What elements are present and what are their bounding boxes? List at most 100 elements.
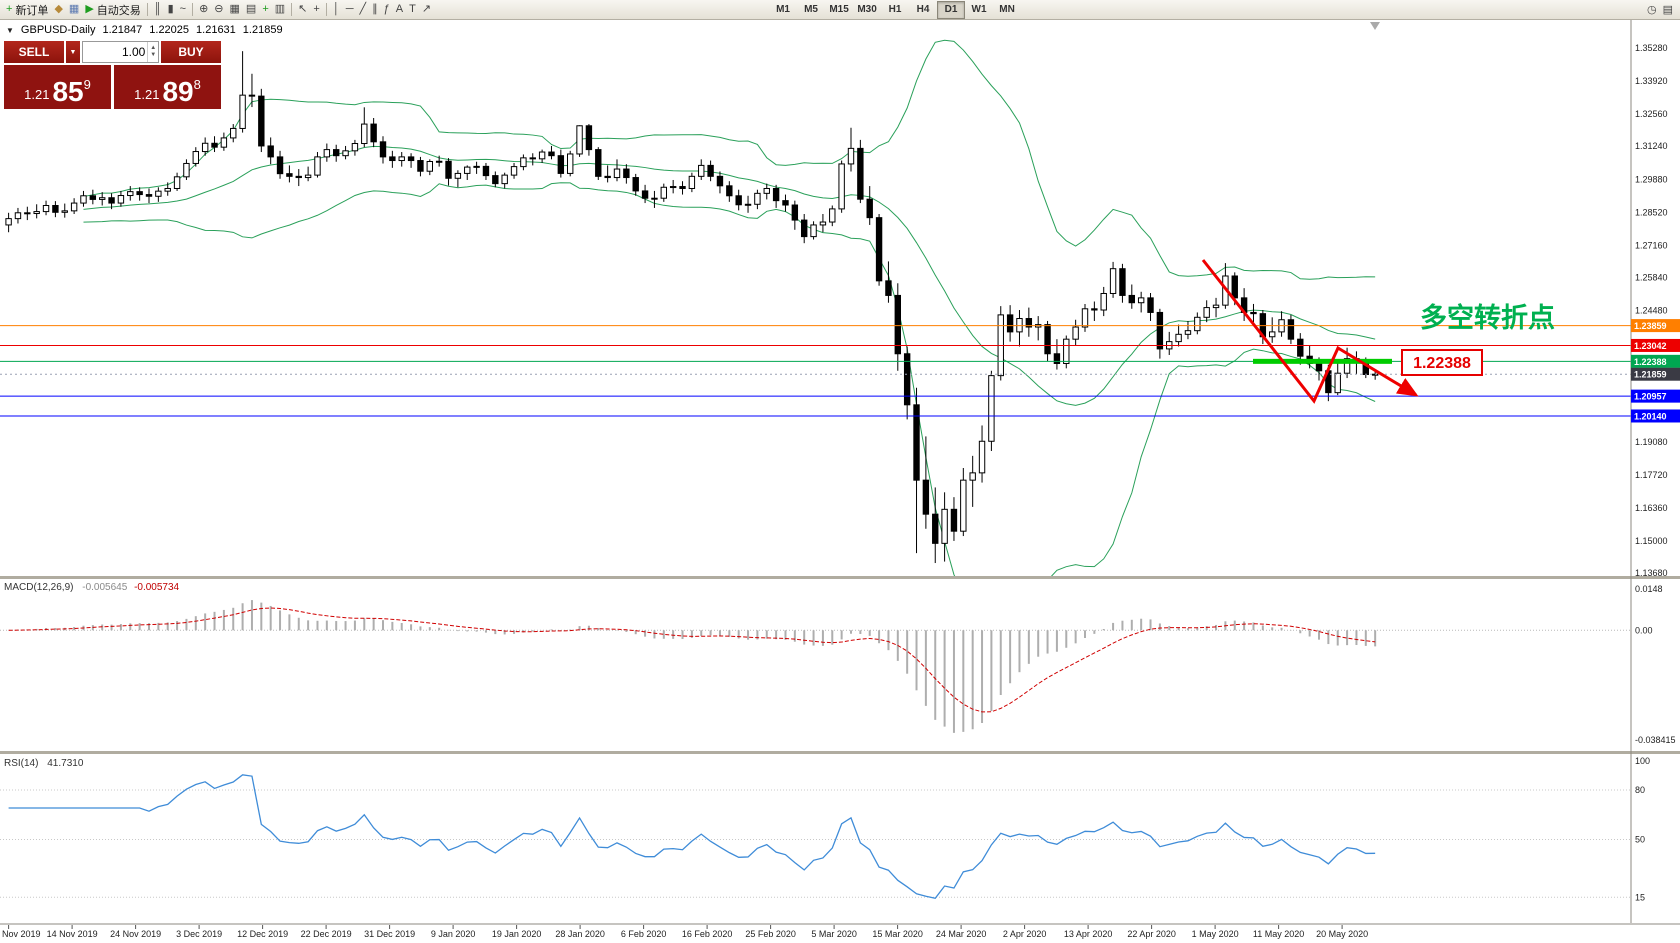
new-order-button[interactable]: + 新订单 [3, 1, 51, 18]
bollinger-lower-band [83, 182, 1376, 576]
trend-arrow[interactable] [1201, 259, 1419, 404]
candle-body [829, 208, 836, 223]
channel-button[interactable]: ∥ [369, 1, 381, 18]
timeframe-mn[interactable]: MN [999, 4, 1015, 15]
candle-body [595, 149, 602, 177]
main-macd-splitter[interactable] [0, 576, 1680, 579]
candle-chart-button[interactable]: ▮ [165, 1, 177, 18]
vertical-line-button[interactable]: │ [330, 1, 343, 18]
price-tag-1.20140 [1631, 409, 1680, 423]
stepper-up-icon[interactable]: ▲ [150, 44, 157, 51]
arrows-button[interactable]: ↗ [419, 1, 434, 18]
toolbar: + 新订单 ◆ ▦ ▶ 自动交易 ║ ▮ ~ ⊕ ⊖ ▦ ▤ + ▥ ↖ + │ ─ ╱ ∥ ƒ A T ↗ M1 M5 M15 M30… [0, 0, 1680, 20]
turning-point-annotation[interactable]: 多空转折点 [1420, 302, 1555, 333]
fibonacci-button[interactable]: ƒ [381, 1, 393, 18]
indicators-button[interactable]: + [259, 1, 271, 18]
zoom-out-button[interactable]: ⊖ [211, 1, 226, 18]
ohlc-open: 1.21847 [102, 24, 143, 36]
toolbar-separator [192, 3, 194, 16]
autotrade-button[interactable]: ▶ 自动交易 [82, 1, 143, 18]
tile-windows-button[interactable]: ▦ [227, 1, 243, 18]
sell-button[interactable]: SELL [4, 41, 64, 63]
candle-body [42, 205, 50, 213]
macd-signal-value: -0.005734 [134, 582, 180, 593]
cursor-button[interactable]: ↖ [295, 1, 310, 18]
line-chart-button[interactable]: ~ [177, 1, 189, 18]
candle-body [1091, 308, 1098, 311]
macd-panel[interactable] [0, 579, 1631, 751]
volume-stepper[interactable]: ▲ ▼ [147, 42, 158, 62]
symbol-info: ▼ GBPUSD-Daily 1.21847 1.22025 1.21631 1… [6, 24, 283, 36]
timeframe-m5[interactable]: M5 [804, 4, 818, 15]
candle-body [295, 175, 302, 179]
candle-body [735, 195, 742, 206]
candle-body [538, 151, 546, 160]
bar-chart-button[interactable]: ║ [151, 1, 165, 18]
candle-body [52, 205, 59, 213]
timeframe-group: M1 M5 M15 M30 H1 H4 D1 W1 MN [769, 0, 1021, 19]
timeframe-h4[interactable]: H4 [916, 4, 930, 15]
candle-body [1137, 297, 1145, 304]
market-watch-button[interactable]: ▦ [66, 1, 82, 18]
timeframe-d1[interactable]: D1 [937, 0, 966, 19]
candle-body [239, 94, 246, 129]
candle-body [1194, 316, 1201, 332]
macd-rsi-splitter[interactable] [0, 751, 1680, 754]
candle-body [89, 195, 97, 200]
candle-body [716, 175, 724, 187]
text-button[interactable]: A [393, 1, 406, 18]
timeframe-m30[interactable]: M30 [857, 4, 877, 15]
candle-body [417, 160, 424, 172]
candle-body [155, 190, 162, 197]
time-axis[interactable] [0, 925, 1680, 943]
sell-dropdown-icon[interactable]: ▼ [66, 41, 80, 63]
candle-body [361, 123, 368, 145]
candle-body [941, 508, 948, 544]
timeframe-w1[interactable]: W1 [971, 4, 987, 15]
horizontal-line-icon: ─ [345, 3, 354, 15]
candle-body [398, 156, 405, 162]
macd-axis-max: 0.0148 [1635, 584, 1663, 594]
auto-arrange-button[interactable]: ▤ [243, 1, 259, 18]
zoom-in-button[interactable]: ⊕ [196, 1, 211, 18]
bid-price-digits: 85 [52, 76, 84, 108]
rsi-indicator-label: RSI(14) 41.7310 [4, 758, 83, 769]
ask-price-display[interactable]: 1.21 89 8 [114, 65, 221, 109]
volume-input[interactable] [83, 42, 148, 62]
label-button[interactable]: T [406, 1, 419, 18]
price-label-box[interactable] [1401, 349, 1483, 376]
price-axis-label: 1.25840 [1635, 272, 1668, 282]
clock-button[interactable]: ◷ [1646, 4, 1657, 16]
timeframe-m15[interactable]: M15 [829, 4, 849, 15]
main-chart-area[interactable] [0, 20, 1631, 576]
rsi-panel[interactable] [0, 754, 1631, 923]
bar-chart-icon: ║ [153, 3, 162, 15]
horizontal-line-button[interactable]: ─ [343, 1, 357, 18]
crosshair-button[interactable]: + [310, 1, 322, 18]
templates-button[interactable]: ▥ [272, 1, 288, 18]
time-axis-label: 6 Feb 2020 [621, 929, 667, 939]
candle-body [407, 156, 415, 162]
price-tag-1.23859 [1631, 319, 1680, 333]
candle-body [1044, 324, 1051, 355]
candle-body [529, 157, 536, 160]
navigator-button[interactable]: ◆ [51, 1, 65, 18]
trade-panel-toggle-icon[interactable]: ▼ [6, 25, 14, 35]
candle-body [726, 185, 733, 197]
candle-body [567, 153, 574, 174]
support-zone-segment[interactable] [1253, 358, 1392, 364]
stepper-down-icon[interactable]: ▼ [150, 52, 157, 58]
candle-body [744, 203, 752, 206]
trendline-button[interactable]: ╱ [357, 1, 370, 18]
line-chart-icon: ~ [179, 3, 187, 15]
chart-shift-marker[interactable] [1370, 22, 1380, 30]
timeframe-m1[interactable]: M1 [776, 4, 790, 15]
buy-button[interactable]: BUY [161, 41, 221, 63]
price-axis-label: 1.29880 [1635, 174, 1668, 184]
bid-price-display[interactable]: 1.21 85 9 [4, 65, 111, 109]
candle-body [24, 212, 31, 215]
candle-body [70, 202, 78, 212]
panels-button[interactable]: ▤ [1662, 4, 1673, 16]
timeframe-h1[interactable]: H1 [888, 4, 902, 15]
